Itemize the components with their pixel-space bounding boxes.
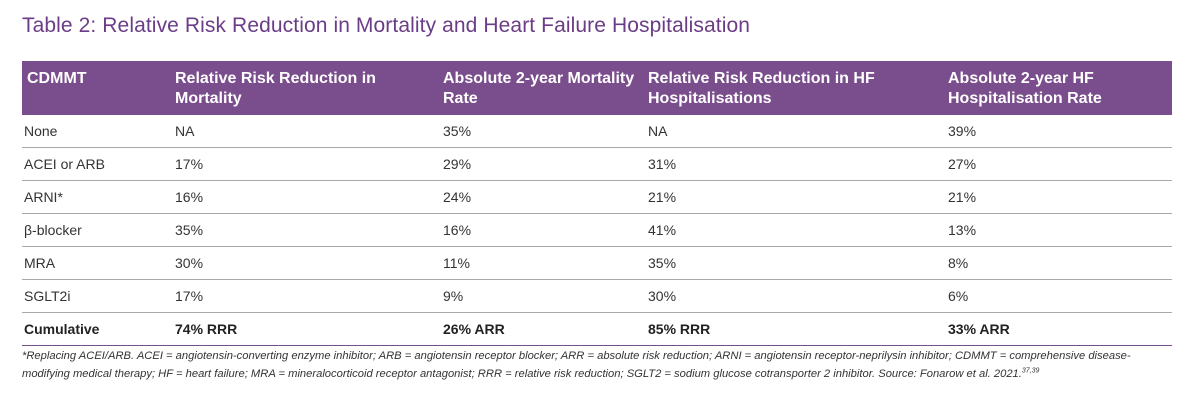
table-cell: 35% (648, 246, 948, 280)
table-cell: 26% ARR (443, 312, 648, 346)
column-header-rrr-hf-hospitalisations: Relative Risk Reduction in HF Hospitalis… (648, 70, 875, 107)
table-cell: 35% (175, 213, 443, 247)
table-cell: 9% (443, 279, 648, 313)
table-cell: 31% (648, 147, 948, 181)
table-cell: 39% (948, 115, 1172, 148)
table-cell: None (22, 115, 175, 148)
column-header-abs-mortality-rate: Absolute 2-year Mortality Rate (443, 70, 635, 107)
table-cell: ACEI or ARB (22, 147, 175, 181)
table-cell: 17% (175, 279, 443, 313)
table-cell: Cumulative (22, 312, 175, 346)
table-body: None NA 35% NA 39% ACEI or ARB 17% 29% 3… (22, 115, 1172, 346)
table-cell: 6% (948, 279, 1172, 313)
table-cell: 74% RRR (175, 312, 443, 346)
table-cell: 17% (175, 147, 443, 181)
data-table: CDMMT Relative Risk Reduction in Mortali… (22, 61, 1172, 346)
table-cell: 85% RRR (648, 312, 948, 346)
table-row: β-blocker 35% 16% 41% 13% (22, 213, 1172, 247)
table-cell: 21% (948, 180, 1172, 214)
header-row: CDMMT Relative Risk Reduction in Mortali… (22, 61, 1172, 115)
table-cell: ARNI* (22, 180, 175, 214)
table-cell: 11% (443, 246, 648, 280)
table-row: ACEI or ARB 17% 29% 31% 27% (22, 147, 1172, 181)
table-cell: 13% (948, 213, 1172, 247)
table-cell: MRA (22, 246, 175, 280)
table-cell: 29% (443, 147, 648, 181)
table-cell: 30% (648, 279, 948, 313)
table-footnote: *Replacing ACEI/ARB. ACEI = angiotensin-… (22, 348, 1172, 383)
table-cell: 24% (443, 180, 648, 214)
table-cell: 41% (648, 213, 948, 247)
table-cell: 27% (948, 147, 1172, 181)
column-header-cdmmt: CDMMT (27, 70, 87, 87)
footnote-text: *Replacing ACEI/ARB. ACEI = angiotensin-… (22, 350, 1131, 380)
table-cell: NA (648, 115, 948, 148)
table-cell: 16% (175, 180, 443, 214)
table-cell: 16% (443, 213, 648, 247)
footnote-reference: 37,39 (1021, 366, 1040, 374)
table-row: ARNI* 16% 24% 21% 21% (22, 180, 1172, 214)
table-row: SGLT2i 17% 9% 30% 6% (22, 279, 1172, 313)
table-cell: NA (175, 115, 443, 148)
table-cell: 30% (175, 246, 443, 280)
table-row: MRA 30% 11% 35% 8% (22, 246, 1172, 280)
table-cell: 35% (443, 115, 648, 148)
table-cell: 8% (948, 246, 1172, 280)
table-header: CDMMT Relative Risk Reduction in Mortali… (22, 61, 1172, 115)
table-title: Table 2: Relative Risk Reduction in Mort… (22, 14, 751, 37)
column-header-rrr-mortality: Relative Risk Reduction in Mortality (175, 70, 376, 107)
cumulative-row: Cumulative 74% RRR 26% ARR 85% RRR 33% A… (22, 312, 1172, 346)
table-cell: 33% ARR (948, 312, 1172, 346)
table-cell: 21% (648, 180, 948, 214)
table-cell: β-blocker (22, 213, 175, 247)
column-header-abs-hf-hospitalisation-rate: Absolute 2-year HF Hospitalisation Rate (948, 70, 1102, 107)
table-row: None NA 35% NA 39% (22, 115, 1172, 148)
table-cell: SGLT2i (22, 279, 175, 313)
